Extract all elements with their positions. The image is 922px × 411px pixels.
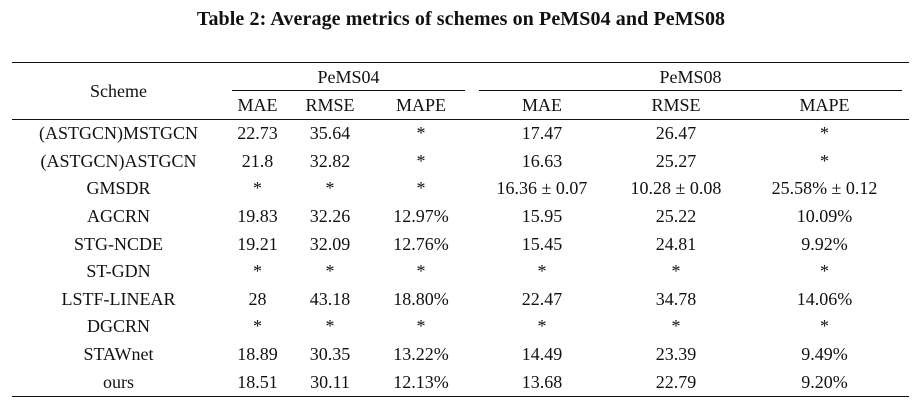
value-cell: 28: [248, 288, 267, 309]
group-header-pems04: PeMS04: [225, 62, 472, 91]
table-row: ours 18.51 30.11 12.13% 13.68 22.79 9.20…: [12, 368, 909, 396]
value-cell: *: [253, 316, 262, 337]
value-cell: *: [416, 123, 426, 144]
value-cell: 22.79: [655, 371, 697, 392]
value-cell: *: [671, 261, 681, 282]
value-cell: 9.20%: [801, 371, 848, 392]
value-cell: 34.78: [655, 288, 697, 309]
value-cell: 12.97%: [393, 206, 449, 227]
value-cell: 32.82: [309, 150, 351, 171]
value-cell: 15.95: [521, 206, 563, 227]
value-cell: 18.80%: [393, 288, 449, 309]
value-cell: 9.49%: [801, 344, 848, 365]
value-cell: 16.63: [521, 150, 563, 171]
table-row: STG-NCDE 19.21 32.09 12.76% 15.45 24.81 …: [12, 230, 909, 258]
value-cell: 16.36 ± 0.07: [496, 178, 588, 199]
value-cell: *: [820, 150, 829, 171]
scheme-cell: STAWnet: [83, 344, 154, 365]
value-cell: 9.92%: [801, 233, 848, 254]
scheme-cell: ST-GDN: [86, 261, 151, 282]
value-cell: *: [416, 261, 426, 282]
value-cell: *: [820, 261, 829, 282]
value-cell: 23.39: [655, 344, 697, 365]
value-cell: 21.8: [241, 150, 274, 171]
value-cell: *: [537, 316, 547, 337]
value-cell: 25.22: [655, 206, 697, 227]
table-caption: Table 2: Average metrics of schemes on P…: [196, 8, 726, 30]
value-cell: 12.76%: [393, 233, 449, 254]
value-cell: 10.28 ± 0.08: [630, 178, 722, 199]
scheme-cell: (ASTGCN)MSTGCN: [38, 123, 198, 144]
table-row: (ASTGCN)ASTGCN 21.8 32.82 * 16.63 25.27 …: [12, 148, 909, 176]
scheme-cell: GMSDR: [86, 178, 151, 199]
value-cell: *: [253, 261, 262, 282]
value-cell: 19.83: [237, 206, 278, 227]
scheme-header: Scheme: [90, 80, 147, 101]
value-cell: *: [416, 150, 426, 171]
table-row: ST-GDN * * * * * *: [12, 258, 909, 286]
metric-header-mae: MAE: [522, 94, 562, 115]
value-cell: 18.51: [237, 371, 278, 392]
value-cell: *: [820, 316, 829, 337]
value-cell: 32.26: [309, 206, 351, 227]
value-cell: 25.27: [655, 150, 697, 171]
value-cell: 18.89: [237, 344, 278, 365]
table-row: (ASTGCN)MSTGCN 22.73 35.64 * 17.47 26.47…: [12, 120, 909, 148]
value-cell: 13.22%: [393, 344, 449, 365]
metric-header-rmse: RMSE: [651, 94, 701, 115]
value-cell: 24.81: [655, 233, 697, 254]
value-cell: 13.68: [521, 371, 563, 392]
table-row: STAWnet 18.89 30.35 13.22% 14.49 23.39 9…: [12, 341, 909, 369]
value-cell: 32.09: [309, 233, 351, 254]
scheme-cell: STG-NCDE: [74, 233, 163, 254]
value-cell: 12.13%: [393, 371, 449, 392]
value-cell: 30.11: [310, 371, 350, 392]
value-cell: *: [253, 178, 262, 199]
scheme-cell: AGCRN: [86, 206, 150, 227]
value-cell: 17.47: [521, 123, 563, 144]
value-cell: *: [671, 316, 681, 337]
group-header-pems08: PeMS08: [472, 62, 909, 91]
table-row: LSTF-LINEAR 28 43.18 18.80% 22.47 34.78 …: [12, 286, 909, 314]
value-cell: 19.21: [237, 233, 278, 254]
value-cell: 30.35: [309, 344, 351, 365]
table-body: (ASTGCN)MSTGCN 22.73 35.64 * 17.47 26.47…: [12, 120, 909, 397]
value-cell: 15.45: [521, 233, 563, 254]
table-row: AGCRN 19.83 32.26 12.97% 15.95 25.22 10.…: [12, 203, 909, 231]
value-cell: 14.49: [521, 344, 563, 365]
scheme-cell: DGCRN: [86, 316, 150, 337]
value-cell: 26.47: [655, 123, 697, 144]
scheme-cell: ours: [103, 371, 134, 392]
metric-header-mape: MAPE: [395, 94, 446, 115]
value-cell: 25.58% ± 0.12: [771, 178, 878, 199]
value-cell: 14.06%: [796, 288, 853, 309]
table-row: GMSDR * * * 16.36 ± 0.07 10.28 ± 0.08 25…: [12, 175, 909, 203]
value-cell: *: [416, 178, 426, 199]
value-cell: 35.64: [309, 123, 351, 144]
metric-header-rmse: RMSE: [305, 94, 355, 115]
table-row: DGCRN * * * * * *: [12, 313, 909, 341]
value-cell: *: [416, 316, 426, 337]
value-cell: *: [537, 261, 547, 282]
value-cell: 43.18: [309, 288, 351, 309]
value-cell: 10.09%: [796, 206, 853, 227]
value-cell: *: [325, 316, 335, 337]
value-cell: 22.47: [521, 288, 563, 309]
metric-header-mae: MAE: [237, 94, 278, 115]
scheme-cell: (ASTGCN)ASTGCN: [40, 150, 197, 171]
value-cell: 22.73: [237, 123, 278, 144]
value-cell: *: [325, 178, 335, 199]
scheme-cell: LSTF-LINEAR: [61, 288, 176, 309]
metrics-table: Scheme PeMS04 PeMS08 MAE RMSE MAPE MAE R…: [12, 62, 909, 397]
metric-header-mape: MAPE: [799, 94, 850, 115]
value-cell: *: [325, 261, 335, 282]
value-cell: *: [820, 123, 829, 144]
